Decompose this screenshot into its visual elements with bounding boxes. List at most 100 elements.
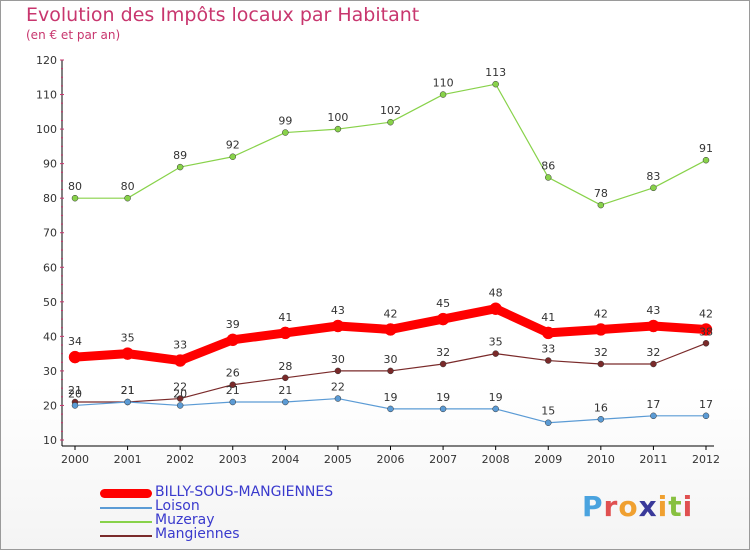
point-mangiennes (702, 340, 710, 347)
y-tick-label: 20 (43, 399, 57, 412)
data-label-mangiennes: 33 (541, 343, 555, 356)
point-muzeray (71, 194, 79, 202)
data-label-loison: 22 (331, 381, 345, 394)
legend-swatch-muzeray (100, 521, 152, 523)
point-loison (282, 398, 289, 406)
y-tick-label: 100 (36, 123, 57, 136)
data-label-billy-sous-mangiennes: 34 (68, 335, 82, 348)
legend-swatch-billy (100, 489, 152, 498)
legend-swatch-loison (100, 507, 152, 509)
data-label-billy-sous-mangiennes: 48 (489, 287, 503, 300)
data-label-mangiennes: 32 (594, 346, 608, 359)
data-label-mangiennes: 38 (699, 325, 713, 338)
point-loison (71, 402, 79, 409)
data-label-billy-sous-mangiennes: 39 (226, 318, 240, 331)
point-mangiennes (334, 367, 342, 375)
point-mangiennes (387, 367, 394, 375)
point-mangiennes (597, 360, 605, 368)
data-label-mangiennes: 22 (173, 381, 187, 394)
point-loison (387, 405, 394, 413)
y-tick-label: 120 (36, 54, 57, 67)
y-tick-label: 30 (43, 365, 57, 378)
point-muzeray (492, 80, 499, 88)
point-loison (176, 402, 184, 409)
point-loison (124, 398, 131, 406)
point-loison (702, 412, 710, 420)
data-label-mangiennes: 30 (384, 353, 398, 366)
data-label-mangiennes: 21 (68, 384, 82, 397)
data-label-muzeray: 110 (433, 77, 454, 90)
y-tick-label: 80 (43, 192, 57, 205)
logo-letter: i (682, 490, 694, 523)
x-tick-label: 2003 (219, 453, 247, 466)
data-label-muzeray: 92 (226, 139, 240, 152)
x-tick-label: 2010 (587, 453, 615, 466)
point-billy-sous-mangiennes (279, 326, 292, 340)
point-billy-sous-mangiennes (68, 350, 82, 364)
data-label-loison: 19 (384, 391, 398, 404)
x-tick-label: 2000 (61, 453, 89, 466)
data-label-loison: 19 (489, 391, 503, 404)
data-label-muzeray: 102 (380, 104, 401, 117)
data-label-muzeray: 91 (699, 142, 713, 155)
y-tick-label: 40 (43, 330, 57, 343)
point-mangiennes (492, 350, 499, 357)
point-billy-sous-mangiennes (594, 323, 608, 336)
point-billy-sous-mangiennes (173, 354, 187, 367)
chart-subtitle: (en € et par an) (26, 28, 121, 42)
legend-label-mangiennes: Mangiennes (155, 526, 240, 542)
point-billy-sous-mangiennes (121, 347, 134, 360)
point-muzeray (650, 184, 657, 192)
y-tick-label: 70 (43, 227, 57, 240)
point-muzeray (124, 194, 131, 202)
y-tick-label: 60 (43, 261, 57, 274)
point-mangiennes (282, 374, 289, 382)
point-mangiennes (176, 395, 184, 402)
data-label-muzeray: 89 (173, 149, 187, 162)
logo-letter: x (638, 490, 658, 523)
data-label-loison: 20 (68, 387, 82, 400)
point-loison (334, 395, 342, 402)
point-loison (492, 405, 499, 413)
data-label-mangiennes: 21 (121, 384, 135, 397)
data-label-muzeray: 86 (541, 159, 555, 172)
point-billy-sous-mangiennes (542, 326, 555, 340)
x-tick-label: 2001 (114, 453, 142, 466)
proxiti-logo: Proxiti (582, 490, 693, 523)
y-tick-label: 90 (43, 158, 57, 171)
data-label-loison: 19 (436, 391, 450, 404)
data-label-mangiennes: 32 (646, 346, 660, 359)
series-line-muzeray (74, 83, 707, 206)
point-muzeray (702, 156, 710, 164)
point-billy-sous-mangiennes (384, 323, 397, 336)
point-loison (229, 398, 236, 406)
point-loison (650, 412, 657, 420)
point-billy-sous-mangiennes (489, 302, 502, 315)
logo-letter: r (603, 490, 619, 523)
data-label-mangiennes: 28 (278, 360, 292, 373)
x-tick-label: 2008 (482, 453, 510, 466)
legend-label-billy: BILLY-SOUS-MANGIENNES (155, 484, 334, 500)
point-muzeray (176, 163, 184, 171)
point-mangiennes (650, 360, 657, 368)
data-label-muzeray: 100 (327, 111, 348, 124)
point-billy-sous-mangiennes (436, 312, 450, 326)
chart-title: Evolution des Impôts locaux par Habitant (26, 4, 420, 26)
point-mangiennes (229, 381, 236, 388)
point-muzeray (545, 174, 552, 181)
data-label-loison: 21 (121, 384, 135, 397)
point-billy-sous-mangiennes (226, 333, 239, 347)
data-label-loison: 16 (594, 401, 608, 414)
y-tick-label: 110 (36, 89, 57, 102)
point-loison (545, 419, 552, 426)
point-muzeray (282, 129, 289, 136)
data-label-billy-sous-mangiennes: 35 (121, 332, 135, 345)
data-label-billy-sous-mangiennes: 42 (384, 307, 398, 320)
point-muzeray (229, 153, 236, 160)
legend-swatch-mangiennes (100, 535, 152, 537)
data-label-billy-sous-mangiennes: 43 (331, 304, 345, 317)
x-tick-label: 2012 (692, 453, 720, 466)
data-label-muzeray: 99 (278, 115, 292, 128)
